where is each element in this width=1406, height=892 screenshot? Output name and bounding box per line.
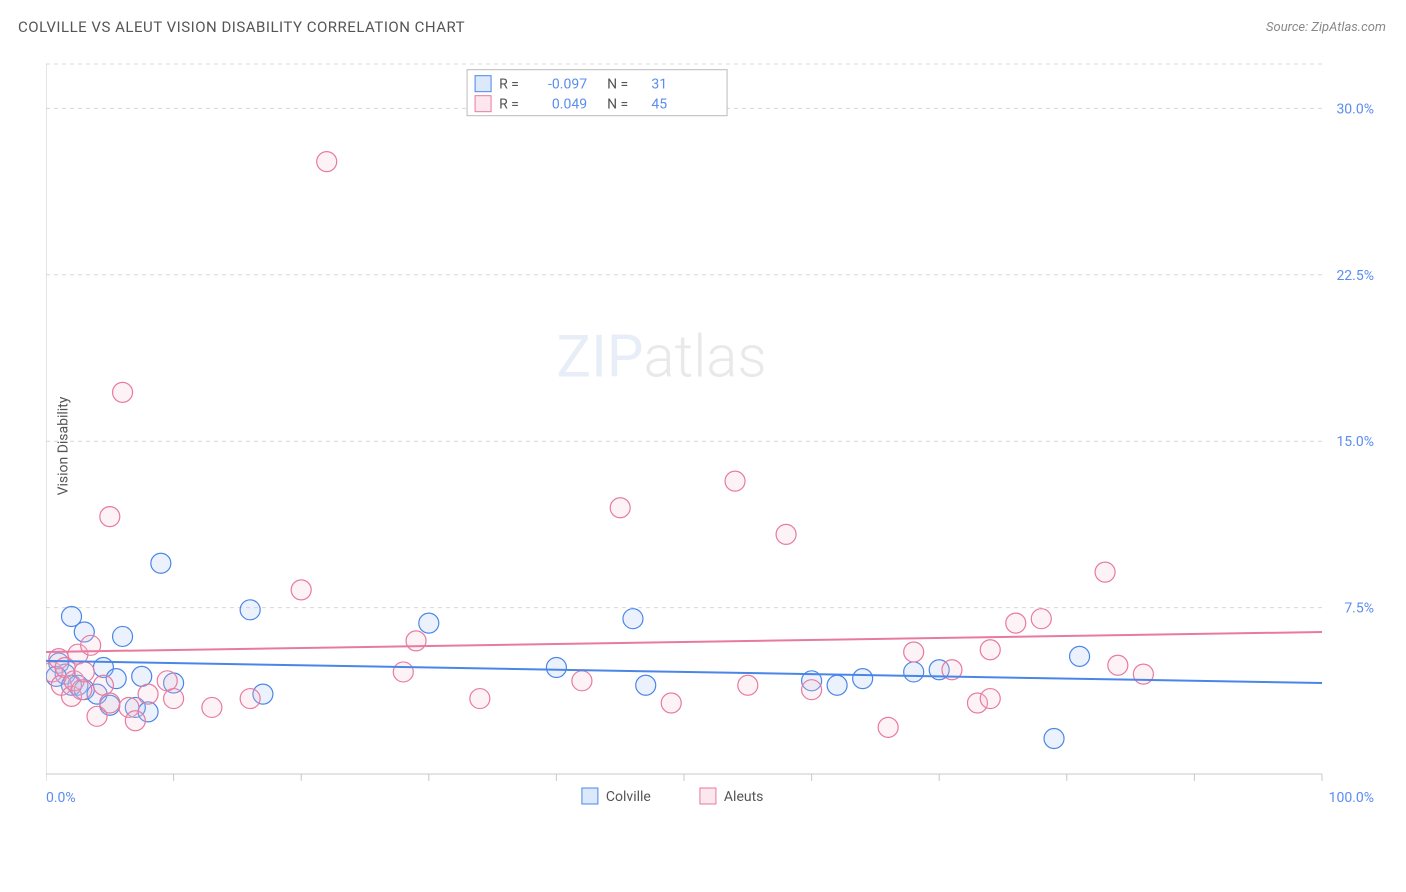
svg-text:31: 31 bbox=[651, 77, 667, 93]
svg-text:0.049: 0.049 bbox=[552, 97, 587, 113]
chart-title: COLVILLE VS ALEUT VISION DISABILITY CORR… bbox=[18, 18, 465, 36]
svg-text:45: 45 bbox=[651, 97, 667, 113]
svg-text:7.5%: 7.5% bbox=[1344, 601, 1374, 617]
svg-text:N =: N = bbox=[607, 77, 628, 93]
svg-text:R =: R = bbox=[499, 77, 519, 93]
svg-text:100.0%: 100.0% bbox=[1329, 790, 1374, 806]
svg-text:22.5%: 22.5% bbox=[1336, 268, 1374, 284]
scatter-plot: 7.5% 15.0% 22.5% 30.0% 0.0% 100.0% ZIPatlas R =… bbox=[46, 56, 1382, 814]
svg-text:N =: N = bbox=[607, 97, 628, 113]
svg-text:R =: R = bbox=[499, 97, 519, 113]
chart-area: 7.5% 15.0% 22.5% 30.0% 0.0% 100.0% ZIPatlas R =… bbox=[46, 56, 1382, 814]
svg-text:0.0%: 0.0% bbox=[46, 790, 76, 806]
svg-text:30.0%: 30.0% bbox=[1336, 101, 1374, 117]
svg-text:-0.097: -0.097 bbox=[548, 77, 587, 93]
svg-text:15.0%: 15.0% bbox=[1336, 434, 1374, 450]
svg-text:ZIPatlas: ZIPatlas bbox=[556, 323, 766, 391]
svg-text:Colville: Colville bbox=[606, 789, 651, 805]
chart-header: COLVILLE VS ALEUT VISION DISABILITY CORR… bbox=[0, 0, 1406, 44]
chart-source: Source: ZipAtlas.com bbox=[1266, 20, 1386, 35]
svg-text:Aleuts: Aleuts bbox=[724, 789, 763, 805]
